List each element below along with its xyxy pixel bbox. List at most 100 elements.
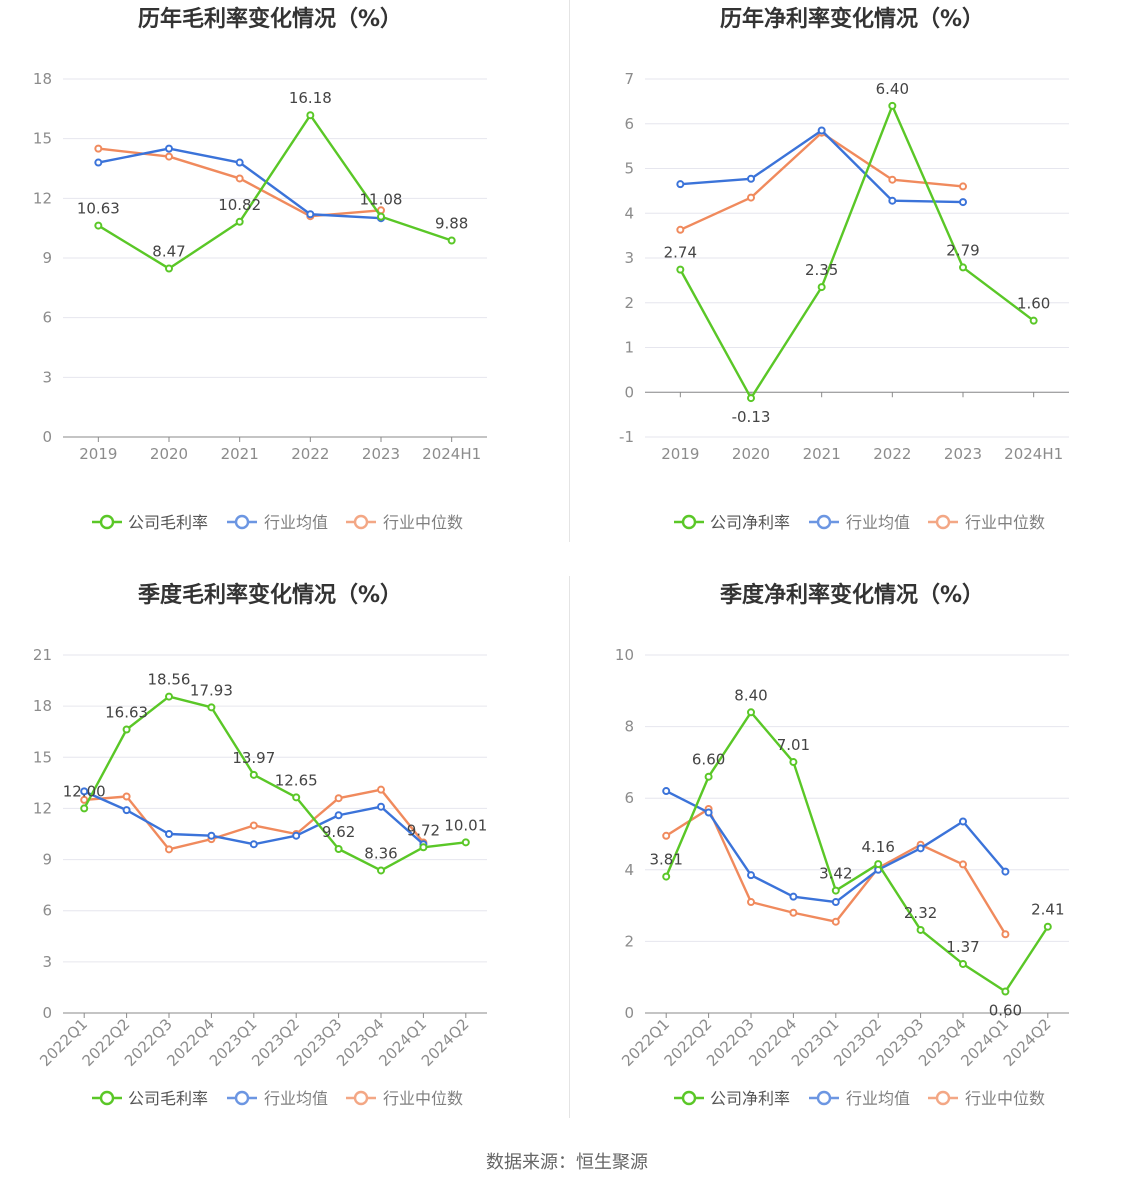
data-point-company[interactable] <box>959 959 967 968</box>
data-point-company[interactable] <box>789 758 798 767</box>
legend-item-industry-median[interactable]: 行业中位数 <box>928 513 1045 532</box>
data-point-company[interactable] <box>306 111 315 120</box>
series-line-industry-avg <box>680 129 964 204</box>
data-point-industry-avg[interactable] <box>306 210 315 219</box>
data-label: 18.56 <box>148 671 191 689</box>
data-point-industry-avg[interactable] <box>789 892 798 901</box>
data-label: 8.40 <box>734 686 767 704</box>
data-point-industry-avg[interactable] <box>377 802 385 811</box>
data-point-company[interactable] <box>662 872 671 881</box>
data-point-industry-avg[interactable] <box>292 831 301 840</box>
data-point-company[interactable] <box>94 221 103 230</box>
series-line-company <box>679 104 1035 400</box>
legend-item-industry-avg[interactable]: 行业均值 <box>227 513 328 532</box>
data-point-industry-avg[interactable] <box>747 871 755 880</box>
legend-item-company[interactable]: 公司净利率 <box>674 1089 790 1108</box>
data-label: 3.81 <box>649 851 682 869</box>
data-point-industry-median[interactable] <box>235 174 244 183</box>
data-point-industry-median[interactable] <box>165 845 173 854</box>
data-point-industry-avg[interactable] <box>959 198 967 207</box>
data-point-company[interactable] <box>207 703 216 712</box>
data-point-industry-avg[interactable] <box>1001 867 1010 876</box>
data-point-company[interactable] <box>165 692 173 701</box>
legend-item-industry-median[interactable]: 行业中位数 <box>346 513 463 532</box>
data-point-industry-median[interactable] <box>94 144 103 153</box>
data-point-industry-avg[interactable] <box>94 158 103 167</box>
data-point-industry-median[interactable] <box>80 795 89 804</box>
data-point-industry-median[interactable] <box>831 917 840 926</box>
data-point-company[interactable] <box>747 708 755 717</box>
data-point-industry-median[interactable] <box>747 898 755 907</box>
data-point-industry-median[interactable] <box>676 225 685 234</box>
data-point-company[interactable] <box>1043 922 1052 931</box>
data-point-company[interactable] <box>959 263 967 272</box>
legend-item-industry-avg[interactable]: 行业均值 <box>809 513 910 532</box>
data-point-company[interactable] <box>1029 316 1038 325</box>
data-point-industry-median[interactable] <box>165 152 173 161</box>
data-point-industry-median[interactable] <box>249 821 258 830</box>
data-point-industry-avg[interactable] <box>165 830 173 838</box>
data-point-industry-avg[interactable] <box>249 840 258 849</box>
data-point-company[interactable] <box>165 264 173 273</box>
data-point-company[interactable] <box>419 843 428 852</box>
data-point-industry-median[interactable] <box>747 193 755 202</box>
legend-item-industry-avg[interactable]: 行业均值 <box>809 1089 910 1108</box>
legend-item-industry-avg[interactable]: 行业均值 <box>227 1089 328 1108</box>
y-tick-label: 15 <box>33 748 52 766</box>
data-point-company[interactable] <box>122 725 131 734</box>
data-point-company[interactable] <box>334 845 343 854</box>
data-point-company[interactable] <box>80 804 89 813</box>
data-point-industry-avg[interactable] <box>747 174 755 183</box>
data-point-industry-avg[interactable] <box>334 811 343 820</box>
data-point-company[interactable] <box>1001 987 1010 996</box>
data-point-industry-avg[interactable] <box>888 196 897 205</box>
data-point-industry-avg[interactable] <box>235 158 244 167</box>
legend-item-company[interactable]: 公司毛利率 <box>92 1089 208 1108</box>
data-point-industry-avg[interactable] <box>831 898 840 907</box>
data-point-industry-avg[interactable] <box>817 126 826 135</box>
x-tick-label: 2023 <box>362 445 400 463</box>
data-point-company[interactable] <box>377 866 385 875</box>
data-point-industry-avg[interactable] <box>959 817 967 826</box>
data-point-industry-avg[interactable] <box>207 831 216 840</box>
data-point-industry-avg[interactable] <box>80 787 89 796</box>
data-point-industry-median[interactable] <box>888 175 897 184</box>
data-point-industry-median[interactable] <box>789 908 798 917</box>
data-point-industry-median[interactable] <box>122 792 131 801</box>
data-point-industry-avg[interactable] <box>662 787 671 796</box>
legend-item-industry-median[interactable]: 行业中位数 <box>928 1089 1045 1108</box>
y-tick-label: 21 <box>33 646 52 664</box>
data-point-industry-median[interactable] <box>662 831 671 840</box>
data-point-industry-avg[interactable] <box>704 808 713 817</box>
data-point-company[interactable] <box>249 770 258 779</box>
data-point-industry-median[interactable] <box>334 794 343 803</box>
data-point-industry-median[interactable] <box>959 860 967 869</box>
data-point-company[interactable] <box>916 925 925 934</box>
data-point-company[interactable] <box>874 860 883 869</box>
data-point-industry-median[interactable] <box>377 785 385 794</box>
data-point-company[interactable] <box>377 212 385 221</box>
legend-item-industry-median[interactable]: 行业中位数 <box>346 1089 463 1108</box>
data-point-industry-median[interactable] <box>959 182 967 191</box>
legend-marker <box>353 514 369 530</box>
data-point-company[interactable] <box>888 101 897 110</box>
data-point-company[interactable] <box>461 838 470 847</box>
data-point-company[interactable] <box>831 886 840 895</box>
legend-item-company[interactable]: 公司毛利率 <box>92 513 208 532</box>
data-point-company[interactable] <box>704 772 713 781</box>
data-point-industry-avg[interactable] <box>165 144 173 153</box>
legend-label: 行业均值 <box>846 1089 910 1108</box>
data-point-industry-avg[interactable] <box>916 844 925 853</box>
data-point-company[interactable] <box>817 283 826 292</box>
data-point-company[interactable] <box>235 217 244 226</box>
data-point-company[interactable] <box>292 793 301 802</box>
data-label: 10.01 <box>444 816 487 834</box>
data-point-industry-avg[interactable] <box>676 180 685 189</box>
data-point-company[interactable] <box>676 265 685 274</box>
data-point-company[interactable] <box>747 394 755 403</box>
legend-label: 公司净利率 <box>710 513 790 532</box>
data-point-industry-median[interactable] <box>1001 930 1010 939</box>
data-point-industry-avg[interactable] <box>122 806 131 815</box>
legend-item-company[interactable]: 公司净利率 <box>674 513 790 532</box>
data-point-company[interactable] <box>447 236 456 245</box>
